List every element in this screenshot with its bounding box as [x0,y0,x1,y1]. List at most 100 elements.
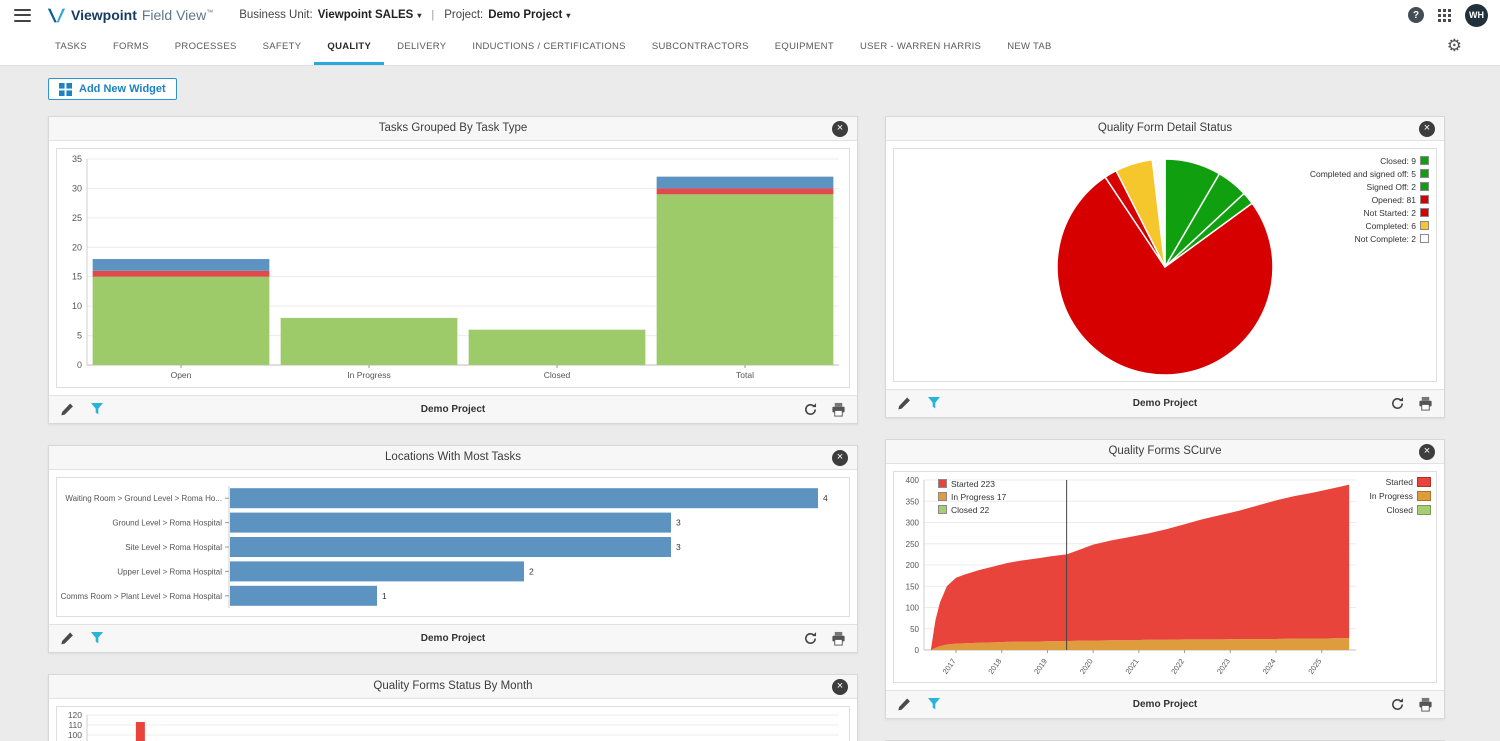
svg-text:2018: 2018 [986,656,1003,675]
refresh-widget-icon[interactable] [803,631,818,646]
svg-text:15: 15 [72,271,82,281]
close-widget-icon[interactable]: × [832,679,848,695]
legend-label: In Progress 17 [951,492,1006,502]
widget-quality-forms-status-by-month: Quality Forms Status By Month × 12011010… [48,674,858,741]
top-bar: Viewpoint Field View™ Business Unit: Vie… [0,0,1500,30]
scurve-series-toggle[interactable]: Closed [1387,505,1431,515]
widget-title: Quality Forms Status By Month [373,680,532,692]
close-widget-icon[interactable]: × [832,450,848,466]
print-widget-icon[interactable] [1418,396,1433,411]
svg-text:Open: Open [171,370,192,380]
filter-widget-icon[interactable] [927,396,941,410]
svg-text:150: 150 [906,582,920,591]
pie-legend-swatch [1420,195,1429,204]
svg-text:2025: 2025 [1306,656,1323,675]
pie-legend-swatch [1420,221,1429,230]
close-widget-icon[interactable]: × [832,121,848,137]
pie-legend-label: Opened: 81 [1372,195,1416,205]
add-new-widget-button[interactable]: Add New Widget [48,78,177,100]
pie-legend-swatch [1420,182,1429,191]
widget-title: Quality Forms SCurve [1108,445,1221,457]
print-widget-icon[interactable] [831,402,846,417]
svg-text:Upper Level > Roma Hospital: Upper Level > Roma Hospital [117,567,222,576]
close-widget-icon[interactable]: × [1419,444,1435,460]
brand-name: Viewpoint [71,7,137,23]
widget-grid-icon [59,83,72,96]
svg-text:5: 5 [77,330,82,340]
edit-widget-icon[interactable] [897,697,912,712]
menu-icon[interactable] [14,9,31,22]
tab-tasks[interactable]: TASKS [42,30,100,65]
settings-gear-icon[interactable]: ⚙ [1447,37,1462,54]
filter-widget-icon[interactable] [90,631,104,645]
tab-forms[interactable]: FORMS [100,30,162,65]
svg-text:2023: 2023 [1215,656,1232,675]
locations-chart[interactable]: Waiting Room > Ground Level > Roma Ho...… [56,477,850,617]
edit-widget-icon[interactable] [60,631,75,646]
svg-text:400: 400 [906,476,920,485]
svg-text:10: 10 [72,301,82,311]
scurve-legend-item: In Progress 17 [938,492,1006,502]
pie-legend-item: Completed: 6 [1365,221,1429,231]
scurve-chart[interactable]: Started 223In Progress 17Closed 22 Start… [893,471,1437,683]
pie-legend-label: Completed and signed off: 5 [1310,169,1416,179]
edit-widget-icon[interactable] [897,396,912,411]
dashboard-column-left: Tasks Grouped By Task Type × 05101520253… [48,116,858,741]
widget-header: Locations With Most Tasks × [49,446,857,470]
tab-equipment[interactable]: EQUIPMENT [762,30,847,65]
business-unit-dropdown[interactable]: Viewpoint SALES▾ [318,9,422,21]
widget-quality-form-detail-status: Quality Form Detail Status × Closed: 9 Co… [885,116,1445,418]
tab-user-warren-harris[interactable]: USER - WARREN HARRIS [847,30,994,65]
print-widget-icon[interactable] [831,631,846,646]
legend-swatch [1417,477,1431,487]
svg-text:0: 0 [77,360,82,370]
tab-safety[interactable]: SAFETY [250,30,315,65]
avatar[interactable]: WH [1465,4,1488,27]
tab-processes[interactable]: PROCESSES [162,30,250,65]
svg-text:35: 35 [72,154,82,164]
legend-label: Started 223 [951,479,995,489]
refresh-widget-icon[interactable] [803,402,818,417]
tab-subcontractors[interactable]: SUBCONTRACTORS [639,30,762,65]
status-by-month-chart[interactable]: 1201101009080706050403020100 [56,706,850,741]
legend-swatch [938,492,947,501]
svg-text:250: 250 [906,539,920,548]
filter-widget-icon[interactable] [90,402,104,416]
refresh-widget-icon[interactable] [1390,396,1405,411]
widget-header: Tasks Grouped By Task Type × [49,117,857,141]
tab-new-tab[interactable]: NEW TAB [994,30,1065,65]
project-dropdown[interactable]: Demo Project▾ [488,9,570,21]
widget-header: Quality Form Detail Status × [886,117,1444,141]
widget-tasks-grouped-by-task-type: Tasks Grouped By Task Type × 05101520253… [48,116,858,424]
refresh-widget-icon[interactable] [1390,697,1405,712]
tab-inductions-certifications[interactable]: INDUCTIONS / CERTIFICATIONS [459,30,638,65]
pie-legend-swatch [1420,208,1429,217]
help-icon[interactable]: ? [1408,7,1424,23]
tasks-by-type-chart[interactable]: 05101520253035OpenIn ProgressClosedTotal [56,148,850,388]
svg-text:50: 50 [910,624,919,633]
business-unit-label: Business Unit: [239,9,313,21]
tab-delivery[interactable]: DELIVERY [384,30,459,65]
scurve-series-toggle[interactable]: In Progress [1370,491,1431,501]
print-widget-icon[interactable] [1418,697,1433,712]
widget-title: Locations With Most Tasks [385,451,521,463]
edit-widget-icon[interactable] [60,402,75,417]
legend-label: Started [1386,477,1413,487]
widget-footer: Demo Project [886,690,1444,718]
form-detail-status-pie-chart[interactable]: Closed: 9 Completed and signed off: 5 Sign… [893,148,1437,382]
apps-grid-icon[interactable] [1438,9,1451,22]
tab-quality[interactable]: QUALITY [314,30,384,65]
svg-text:20: 20 [72,242,82,252]
pie-legend-item: Signed Off: 2 [1367,182,1429,192]
filter-widget-icon[interactable] [927,697,941,711]
pie-legend-label: Completed: 6 [1365,221,1416,231]
app-logo: Viewpoint Field View™ [47,7,213,24]
close-widget-icon[interactable]: × [1419,121,1435,137]
svg-text:Ground Level > Roma Hospital: Ground Level > Roma Hospital [112,518,222,527]
pie-legend-item: Closed: 9 [1380,156,1429,166]
scurve-legend-item: Started 223 [938,479,1006,489]
svg-text:Site Level > Roma Hospital: Site Level > Roma Hospital [125,543,222,552]
svg-text:In Progress: In Progress [347,370,390,380]
scurve-series-toggle[interactable]: Started [1386,477,1431,487]
widget-footer: Demo Project [49,624,857,652]
